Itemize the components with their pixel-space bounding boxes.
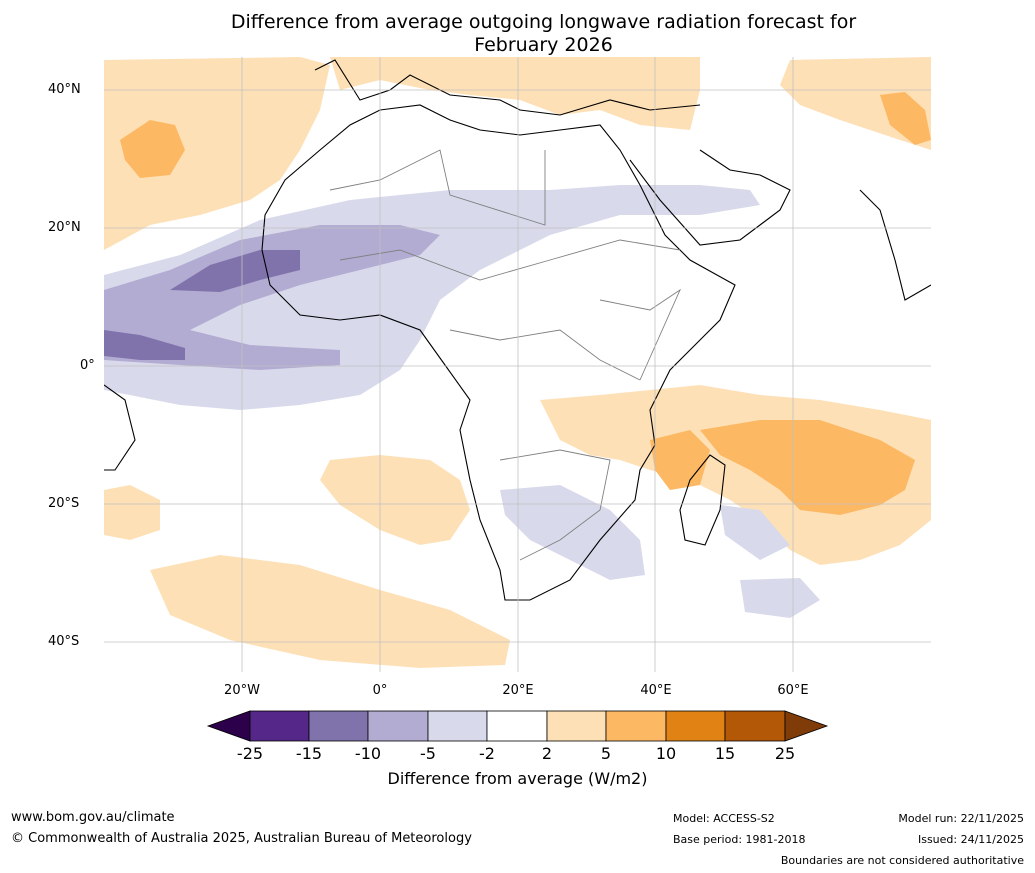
colorbar-tick-25: 25 <box>774 744 796 763</box>
footer-base-period: Base period: 1981-2018 <box>673 833 806 846</box>
colorbar-bin-neg15-neg10 <box>308 710 369 742</box>
arabia-coastline <box>629 149 791 246</box>
colorbar-tick-neg15: -15 <box>295 744 323 763</box>
lat-label-20s: 20°S <box>48 496 80 511</box>
atlantic-orange-patch <box>120 120 185 178</box>
moderate-positive-anomaly-regions <box>120 92 931 515</box>
moderate-negative-anomaly-regions <box>104 225 440 370</box>
footer-website-link[interactable]: www.bom.gov.au/climate <box>11 810 175 825</box>
colorbar-tick-neg10: -10 <box>354 744 382 763</box>
colorbar-bin-neg5-neg2 <box>427 710 488 742</box>
europe-coastline <box>314 59 701 116</box>
positive-anomaly-regions <box>104 57 931 668</box>
colorbar-bin-15-25 <box>724 710 786 742</box>
guinea-coast-dark-purple <box>170 250 300 292</box>
lon-label-20w: 20°W <box>224 683 260 698</box>
africa-coastline <box>261 104 736 601</box>
lat-label-40n: 40°N <box>48 82 81 97</box>
footer-disclaimer: Boundaries are not considered authoritat… <box>780 854 1024 867</box>
colorbar-bin-neg25-neg15 <box>249 710 310 742</box>
southern-ocean-warm-region <box>150 555 510 668</box>
south-atlantic-warm-region <box>320 455 470 545</box>
footer-issued: Issued: 24/11/2025 <box>917 833 1024 846</box>
colorbar-tick-5: 5 <box>600 744 612 763</box>
lat-label-equator: 0° <box>80 358 95 373</box>
lat-label-40s: 40°S <box>48 634 80 649</box>
border-east <box>599 288 682 381</box>
footer-model-run: Model run: 22/11/2025 <box>898 812 1024 825</box>
colorbar-title: Difference from average (W/m2) <box>387 769 648 788</box>
colorbar-bin-10-15 <box>665 710 726 742</box>
madagascar-coastline <box>679 454 726 546</box>
colorbar-tick-neg25: -25 <box>236 744 264 763</box>
west-south-atlantic-warm-region <box>104 485 160 540</box>
west-africa-purple-band <box>104 225 440 370</box>
colorbar-tick-10: 10 <box>655 744 677 763</box>
iran-orange-patch <box>880 92 931 145</box>
colorbar-tick-neg2: -2 <box>479 744 495 763</box>
colorbar-extend-high <box>784 710 829 742</box>
north-atlantic-warm-region <box>104 57 330 250</box>
mozambique-orange-patch <box>650 430 710 490</box>
border-south <box>499 449 611 561</box>
colorbar-tick-2: 2 <box>541 744 553 763</box>
footer-model: Model: ACCESS-S2 <box>673 812 775 825</box>
southern-africa-cool-region <box>500 485 645 580</box>
colorbar-tick-15: 15 <box>714 744 736 763</box>
lat-label-20n: 20°N <box>48 220 81 235</box>
map-title-line2: February 2026 <box>474 34 613 56</box>
madagascar-east-cool-region <box>720 505 790 560</box>
india-coastline <box>859 189 931 301</box>
border-sahel <box>339 239 681 281</box>
colorbar-extend-low <box>206 710 251 742</box>
border-central <box>449 329 641 381</box>
graticule <box>104 57 931 672</box>
colorbar-bin-neg2-2 <box>486 710 548 742</box>
strong-negative-anomaly-regions <box>104 250 300 360</box>
europe-warm-region <box>330 57 700 130</box>
map-title-line1: Difference from average outgoing longwav… <box>230 11 857 33</box>
lon-label-0: 0° <box>372 683 388 698</box>
footer-copyright: © Commonwealth of Australia 2025, Austra… <box>11 831 472 846</box>
coastlines <box>104 59 931 601</box>
south-indian-ocean-cool-region <box>740 578 820 618</box>
colorbar-tick-neg5: -5 <box>420 744 436 763</box>
indian-ocean-orange-patch <box>700 420 915 515</box>
lon-label-20e: 20°E <box>502 683 534 698</box>
lon-label-40e: 40°E <box>640 683 672 698</box>
colorbar-bin-2-5 <box>546 710 607 742</box>
colorbar-bin-5-10 <box>605 710 667 742</box>
south-america-coastline <box>104 384 136 471</box>
equatorial-atlantic-dark-purple <box>104 330 185 360</box>
lon-label-60e: 60°E <box>777 683 809 698</box>
border-north-africa <box>329 149 546 226</box>
colorbar-bin-neg10-neg5 <box>367 710 429 742</box>
country-borders <box>329 149 682 561</box>
